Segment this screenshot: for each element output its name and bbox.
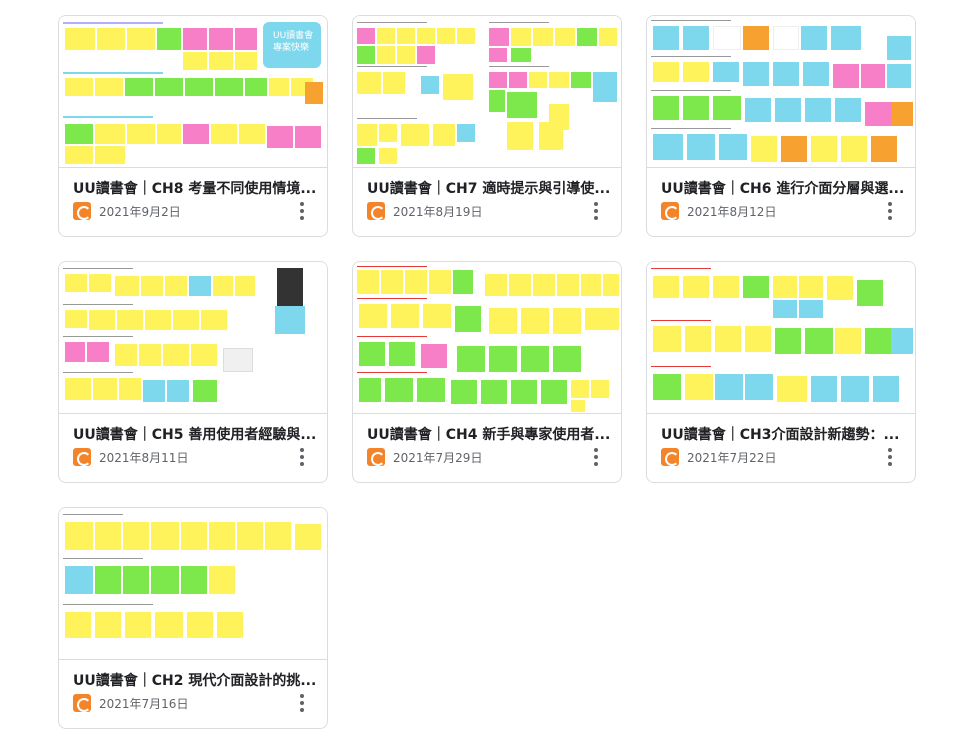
board-meta: 2021年7月16日 <box>73 694 188 712</box>
board-type-icon <box>73 448 91 466</box>
board-type-icon <box>367 202 385 220</box>
board-meta: 2021年9月2日 <box>73 202 181 220</box>
board-title[interactable]: UU讀書會｜CH8 考量不同使用情境... <box>73 181 317 197</box>
more-options-icon[interactable] <box>589 200 603 222</box>
board-card[interactable]: UU讀書會｜CH5 善用使用者經驗與... 2021年8月11日 <box>58 261 328 483</box>
board-title[interactable]: UU讀書會｜CH6 進行介面分層與選... <box>661 181 905 197</box>
more-options-icon[interactable] <box>589 446 603 468</box>
board-card[interactable]: UU讀書會｜CH6 進行介面分層與選... 2021年8月12日 <box>646 15 916 237</box>
board-title[interactable]: UU讀書會｜CH3介面設計新趨勢：... <box>661 427 900 443</box>
board-card[interactable]: UU讀書會｜CH7 適時提示與引導使... 2021年8月19日 <box>352 15 622 237</box>
board-meta: 2021年8月19日 <box>367 202 482 220</box>
board-date: 2021年7月22日 <box>687 450 777 465</box>
more-options-icon[interactable] <box>295 692 309 714</box>
board-thumbnail[interactable] <box>59 508 327 660</box>
board-thumbnail[interactable] <box>647 262 915 414</box>
board-meta: 2021年7月29日 <box>367 448 482 466</box>
more-options-icon[interactable] <box>295 200 309 222</box>
board-meta: 2021年8月12日 <box>661 202 776 220</box>
board-type-icon <box>661 448 679 466</box>
board-thumbnail[interactable] <box>353 16 621 168</box>
board-type-icon <box>73 202 91 220</box>
board-thumbnail[interactable] <box>59 262 327 414</box>
board-type-icon <box>367 448 385 466</box>
board-date: 2021年8月11日 <box>99 450 189 465</box>
more-options-icon[interactable] <box>295 446 309 468</box>
calculator-image <box>277 268 303 308</box>
board-title[interactable]: UU讀書會｜CH7 適時提示與引導使... <box>367 181 611 197</box>
board-card[interactable]: UU讀書會｜CH3介面設計新趨勢：... 2021年7月22日 <box>646 261 916 483</box>
board-date: 2021年7月16日 <box>99 696 189 711</box>
more-options-icon[interactable] <box>883 200 897 222</box>
board-date: 2021年9月2日 <box>99 204 181 219</box>
board-meta: 2021年7月22日 <box>661 448 776 466</box>
board-thumbnail[interactable] <box>353 262 621 414</box>
board-meta: 2021年8月11日 <box>73 448 188 466</box>
board-card[interactable]: UU讀書會｜CH4 新手與專家使用者... 2021年7月29日 <box>352 261 622 483</box>
board-type-icon <box>661 202 679 220</box>
board-title[interactable]: UU讀書會｜CH2 現代介面設計的挑... <box>73 673 317 689</box>
board-card[interactable]: UU讀書會 專案快樂 UU讀書會｜CH8 考量不同使用情境. <box>58 15 328 237</box>
board-thumbnail[interactable] <box>647 16 915 168</box>
board-date: 2021年8月12日 <box>687 204 777 219</box>
board-type-icon <box>73 694 91 712</box>
more-options-icon[interactable] <box>883 446 897 468</box>
board-thumbnail[interactable]: UU讀書會 專案快樂 <box>59 16 327 168</box>
board-date: 2021年7月29日 <box>393 450 483 465</box>
board-title[interactable]: UU讀書會｜CH5 善用使用者經驗與... <box>73 427 317 443</box>
board-date: 2021年8月19日 <box>393 204 483 219</box>
board-card[interactable]: UU讀書會｜CH2 現代介面設計的挑... 2021年7月16日 <box>58 507 328 729</box>
board-title[interactable]: UU讀書會｜CH4 新手與專家使用者... <box>367 427 611 443</box>
badge-note: UU讀書會 專案快樂 <box>263 22 321 68</box>
